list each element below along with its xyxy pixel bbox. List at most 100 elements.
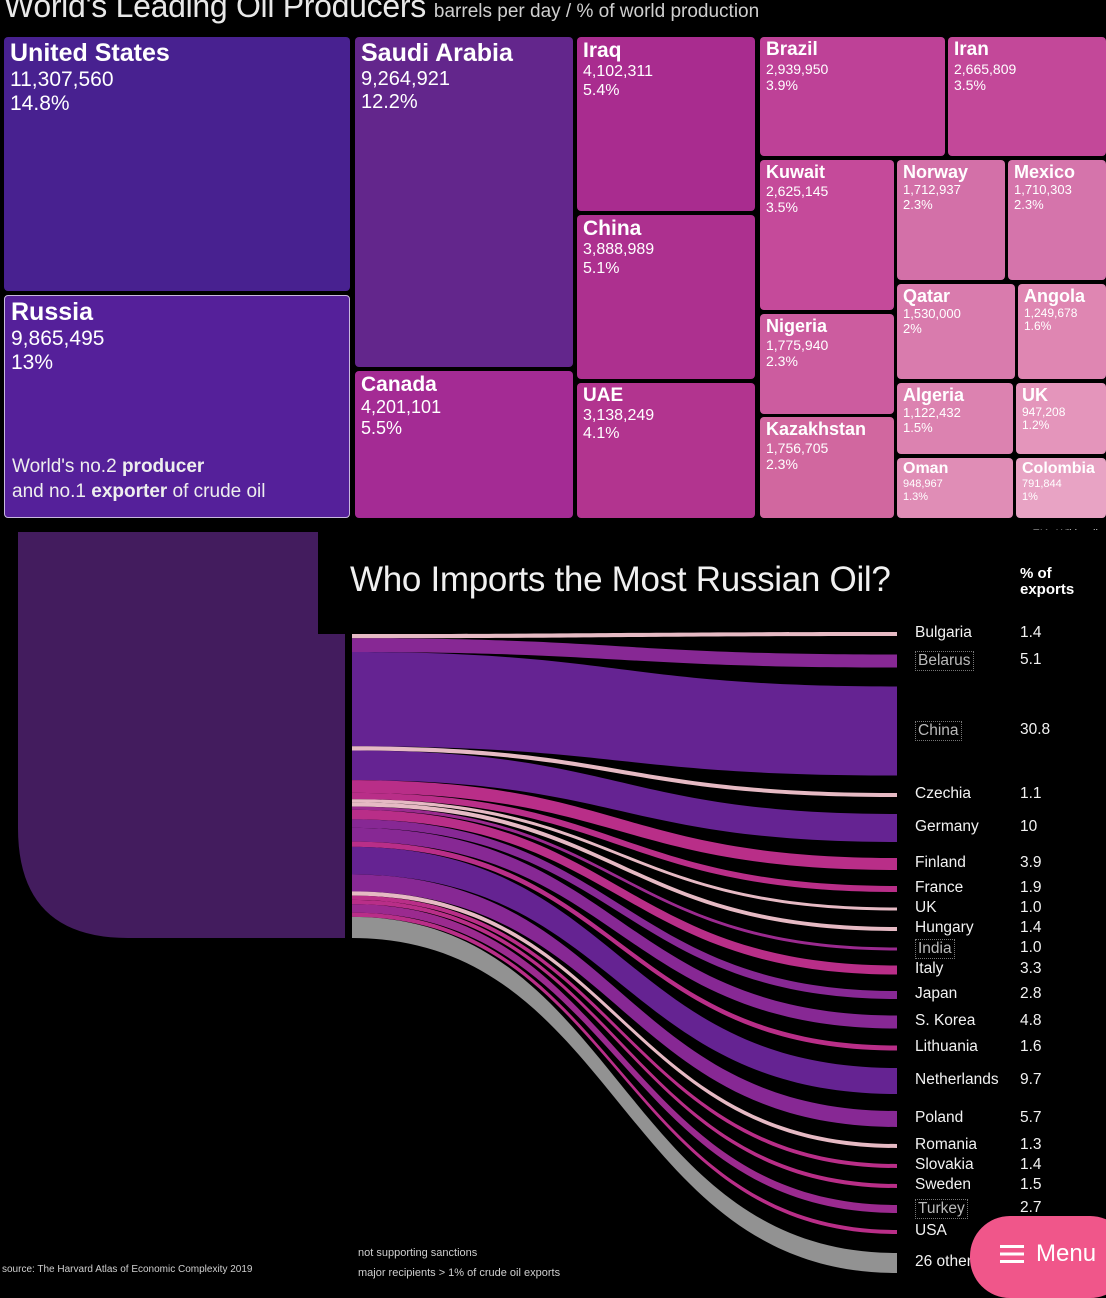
note-text-3: of crude oil (167, 481, 266, 502)
tile-share: 2.3% (903, 196, 933, 212)
tile-value: 2,939,950 (766, 60, 829, 77)
tile-mexico[interactable]: Mexico 1,710,303 2.3% (1008, 160, 1106, 280)
flow-china (352, 652, 897, 776)
importer-label[interactable]: Slovakia (915, 1156, 974, 1173)
importer-value: 1.1 (1020, 785, 1042, 802)
tile-name: Norway (903, 162, 969, 182)
importer-label[interactable]: UK (915, 899, 937, 916)
tile-share: 1.5% (903, 419, 933, 435)
tile-value: 4,102,311 (583, 63, 653, 81)
tile-value: 1,756,705 (766, 439, 829, 456)
importer-value: 1.5 (1020, 1176, 1042, 1193)
importer-value: 1.0 (1020, 899, 1042, 916)
imports-source: source: The Harvard Atlas of Economic Co… (2, 1264, 253, 1275)
menu-label: Menu (1036, 1240, 1097, 1267)
tile-name: United States (10, 39, 170, 67)
importer-value: 10 (1020, 818, 1038, 835)
tile-share: 13% (11, 350, 54, 374)
tile-uae[interactable]: UAE 3,138,249 4.1% (577, 383, 755, 518)
tile-share: 2.3% (766, 455, 798, 472)
tile-name: Colombia (1022, 460, 1095, 477)
note-bold-exporter: exporter (91, 481, 168, 502)
tile-iraq[interactable]: Iraq 4,102,311 5.4% (577, 37, 755, 211)
importer-label[interactable]: USA (915, 1222, 947, 1239)
producers-treemap: United States 11,307,560 14.8% Russia 9,865,… (0, 0, 1106, 520)
col-header-line2: exports (1020, 581, 1075, 598)
tile-china[interactable]: China 3,888,989 5.1% (577, 215, 755, 379)
importer-label[interactable]: Germany (915, 818, 979, 835)
tile-uk[interactable]: UK 947,208 1.2% (1016, 383, 1106, 454)
tile-name: Kuwait (766, 162, 826, 182)
tile-oman[interactable]: Oman 948,967 1.3% (897, 458, 1013, 518)
importer-label[interactable]: Finland (915, 854, 966, 871)
flow-belarus (352, 638, 897, 668)
tile-colombia[interactable]: Colombia 791,844 1% (1016, 458, 1106, 518)
tile-united-states[interactable]: United States 11,307,560 14.8% (4, 37, 350, 291)
tile-brazil[interactable]: Brazil 2,939,950 3.9% (760, 37, 945, 156)
tile-nigeria[interactable]: Nigeria 1,775,940 2.3% (760, 314, 894, 414)
tile-saudi-arabia[interactable]: Saudi Arabia 9,264,921 12.2% (355, 37, 573, 367)
flow-italy (352, 809, 897, 975)
tile-name: Iran (954, 39, 989, 60)
tile-name: Iraq (583, 39, 622, 62)
importer-label[interactable]: Netherlands (915, 1071, 999, 1088)
producers-title: World's Leading Oil Producers (4, 0, 426, 24)
tile-kazakhstan[interactable]: Kazakhstan 1,756,705 2.3% (760, 417, 894, 518)
importer-label[interactable]: Italy (915, 960, 944, 977)
importer-label[interactable]: 26 others (915, 1253, 980, 1270)
flow-bulgaria (352, 632, 897, 639)
russia-note: World's no.2 producer and no.1 exporter … (12, 454, 266, 1276)
importer-label[interactable]: Belarus (915, 651, 974, 671)
tile-iran[interactable]: Iran 2,665,809 3.5% (948, 37, 1106, 156)
tile-norway[interactable]: Norway 1,712,937 2.3% (897, 160, 1005, 280)
tile-name: UK (1022, 385, 1048, 405)
importer-label[interactable]: China (915, 721, 962, 741)
flow-germany (352, 750, 897, 842)
tile-value: 11,307,560 (10, 67, 114, 91)
importer-label[interactable]: S. Korea (915, 1012, 976, 1029)
flow-japan (352, 819, 897, 999)
flow-turkey (352, 904, 897, 1213)
tile-share: 1.2% (1022, 418, 1050, 433)
tile-share: 2.3% (766, 352, 798, 369)
importer-label[interactable]: Poland (915, 1109, 964, 1126)
tile-value: 9,264,921 (361, 67, 450, 90)
importer-label[interactable]: Lithuania (915, 1038, 978, 1055)
tile-kuwait[interactable]: Kuwait 2,625,145 3.5% (760, 160, 894, 310)
tile-name: Angola (1024, 286, 1085, 306)
tile-share: 3.5% (954, 76, 986, 93)
tile-name: Brazil (766, 39, 818, 60)
importer-label[interactable]: Romania (915, 1136, 978, 1153)
tile-name: China (583, 217, 642, 240)
tile-value: 9,865,495 (11, 326, 105, 350)
importer-label[interactable]: Sweden (915, 1176, 972, 1193)
importer-label[interactable]: Bulgaria (915, 624, 972, 641)
importer-value: 2.8 (1020, 985, 1042, 1002)
importer-label[interactable]: Japan (915, 985, 958, 1002)
tile-canada[interactable]: Canada 4,201,101 5.5% (355, 371, 573, 518)
importer-value: 1.4 (1020, 1156, 1042, 1173)
importer-label[interactable]: India (915, 939, 955, 959)
importer-label[interactable]: Czechia (915, 785, 971, 802)
flow-uk (352, 799, 897, 911)
importer-label[interactable]: Turkey (915, 1199, 968, 1219)
hamburger-icon (1000, 1245, 1024, 1263)
tile-share: 5.1% (583, 259, 620, 277)
importer-value: 9.7 (1020, 1071, 1042, 1088)
tile-russia[interactable]: Russia 9,865,495 13% (4, 295, 350, 518)
menu-button[interactable]: Menu (970, 1216, 1106, 1298)
importer-value: 2.7 (1020, 1199, 1042, 1216)
importer-label[interactable]: Hungary (915, 919, 974, 936)
tile-share: 3.9% (766, 76, 798, 93)
importer-value: 1.0 (1020, 939, 1042, 956)
tile-share: 2.3% (1014, 196, 1044, 212)
tile-value: 4,201,101 (361, 397, 442, 418)
tile-qatar[interactable]: Qatar 1,530,000 2% (897, 284, 1015, 379)
tile-angola[interactable]: Angola 1,249,678 1.6% (1018, 284, 1106, 379)
producers-subtitle: barrels per day / % of world production (433, 1, 760, 22)
col-header-line1: % of (1020, 565, 1052, 582)
producers-header: World's Leading Oil Producers barrels per… (4, 0, 759, 25)
importer-label[interactable]: France (915, 879, 964, 896)
tile-algeria[interactable]: Algeria 1,122,432 1.5% (897, 383, 1013, 454)
